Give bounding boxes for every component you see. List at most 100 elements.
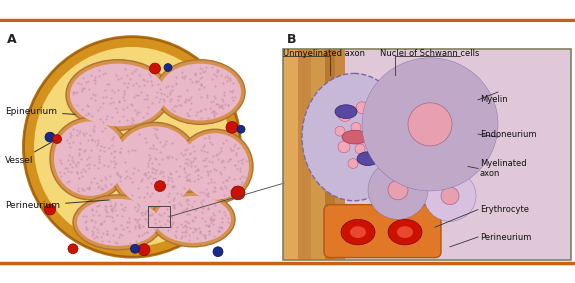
Point — [131, 148, 140, 152]
Point — [206, 140, 215, 144]
Point — [187, 164, 196, 168]
Point — [160, 142, 170, 147]
Circle shape — [427, 174, 473, 218]
Point — [139, 172, 148, 176]
Point — [110, 240, 120, 245]
Point — [84, 185, 93, 189]
Point — [166, 176, 175, 180]
Point — [185, 171, 194, 176]
Circle shape — [386, 150, 394, 158]
Point — [201, 235, 210, 240]
Circle shape — [213, 247, 223, 257]
Point — [217, 171, 226, 176]
Point — [187, 95, 196, 99]
Point — [94, 154, 103, 159]
Point — [90, 78, 99, 83]
Ellipse shape — [54, 121, 126, 196]
Point — [221, 138, 231, 142]
Point — [135, 73, 144, 77]
Text: Myelinated
axon: Myelinated axon — [480, 159, 527, 178]
Point — [212, 102, 221, 107]
Point — [136, 90, 145, 94]
Point — [180, 186, 189, 190]
Circle shape — [68, 244, 78, 254]
Point — [67, 165, 76, 170]
Point — [223, 76, 232, 80]
Point — [210, 180, 219, 184]
Point — [180, 100, 189, 104]
Point — [144, 157, 154, 162]
Point — [147, 181, 156, 186]
Point — [79, 85, 89, 90]
Point — [208, 99, 217, 104]
Point — [68, 140, 77, 145]
Point — [203, 181, 212, 185]
Point — [122, 220, 132, 225]
Point — [204, 170, 213, 175]
Point — [182, 219, 191, 224]
Point — [218, 98, 228, 103]
Point — [176, 192, 185, 196]
Point — [199, 70, 208, 75]
Point — [217, 157, 227, 162]
Point — [88, 114, 97, 118]
Point — [182, 111, 191, 115]
Point — [242, 158, 251, 163]
Point — [103, 228, 112, 233]
Point — [96, 148, 105, 152]
Circle shape — [338, 108, 352, 121]
Point — [90, 176, 99, 181]
Point — [142, 173, 151, 177]
Point — [140, 83, 149, 88]
Point — [198, 198, 208, 202]
Point — [86, 218, 95, 222]
Point — [102, 82, 112, 86]
Point — [109, 90, 118, 95]
Point — [224, 216, 233, 220]
Point — [195, 76, 204, 80]
Circle shape — [237, 125, 245, 133]
Point — [94, 213, 103, 217]
Point — [210, 202, 219, 207]
Point — [83, 162, 92, 167]
Point — [89, 235, 98, 240]
Bar — [148, 206, 170, 227]
Point — [203, 205, 212, 210]
Point — [108, 207, 117, 212]
Point — [207, 65, 216, 70]
Point — [228, 147, 237, 152]
Point — [189, 144, 198, 148]
Point — [96, 178, 105, 183]
Point — [194, 226, 204, 230]
Point — [231, 151, 240, 155]
Point — [187, 203, 197, 208]
Point — [116, 175, 125, 179]
Point — [184, 114, 193, 118]
Point — [97, 220, 106, 225]
Point — [107, 208, 116, 213]
Circle shape — [397, 91, 463, 157]
Point — [202, 223, 211, 228]
Ellipse shape — [110, 123, 200, 211]
Point — [109, 155, 118, 159]
Point — [73, 81, 82, 85]
Point — [235, 166, 244, 171]
Point — [66, 131, 75, 135]
Point — [151, 216, 160, 221]
Circle shape — [362, 58, 498, 191]
Point — [186, 226, 195, 230]
Point — [150, 126, 159, 131]
Point — [213, 152, 222, 156]
Point — [196, 189, 205, 194]
Point — [206, 177, 216, 182]
Point — [88, 218, 97, 222]
Point — [213, 229, 223, 233]
Point — [171, 234, 181, 239]
Point — [74, 189, 83, 193]
Point — [120, 160, 129, 164]
Point — [134, 233, 143, 238]
Point — [107, 96, 116, 100]
Point — [205, 229, 214, 233]
Point — [216, 160, 225, 164]
Point — [179, 152, 188, 157]
